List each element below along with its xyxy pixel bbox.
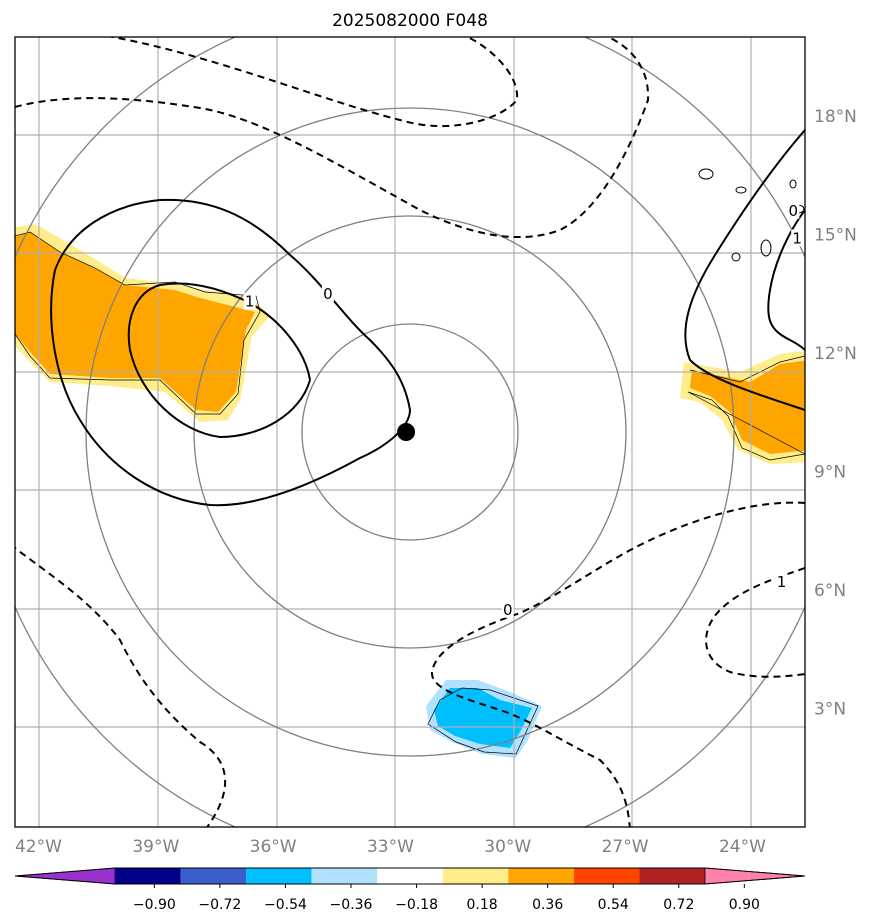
contour-label: 0 — [503, 601, 513, 619]
lon-tick-label: 27°W — [602, 837, 649, 857]
map-plot-area: 0 1 0 1 0 1 — [15, 37, 805, 827]
colorbar-tick-label: −0.36 — [330, 897, 373, 913]
colorbar-tick-label: 0.54 — [598, 897, 629, 913]
contour-label-bg — [501, 600, 514, 618]
colorbar-segment — [311, 868, 378, 884]
solid-contour-zero-east — [684, 129, 805, 411]
colorbar-segment — [639, 868, 705, 884]
colorbar-segment — [508, 868, 574, 884]
contour-label-bg — [791, 229, 804, 247]
contour-label: 1 — [792, 229, 802, 247]
colorbar-segment — [573, 868, 640, 884]
colorbar-segment — [14, 867, 116, 885]
colorbar-tick-label: −0.72 — [198, 897, 241, 913]
lat-tick-label: 18°N — [814, 107, 857, 127]
contour-label-bg — [321, 284, 334, 302]
positive-anomaly-east — [690, 360, 805, 454]
colorbar-segment — [704, 867, 806, 885]
dashed-contour-south-east — [15, 547, 227, 827]
contour-label: 0 — [788, 202, 798, 220]
lat-tick-label: 12°N — [814, 344, 857, 364]
dashed-contour-zero — [430, 501, 805, 827]
dashed-contours — [15, 37, 805, 827]
colorbar-tick-label: 0.18 — [467, 897, 498, 913]
colorbar-segment — [115, 868, 181, 884]
colorbar-tick-label: −0.54 — [264, 897, 307, 913]
colorbar-tick-label: 0.36 — [532, 897, 563, 913]
dashed-contour-north-a — [106, 37, 519, 128]
lat-tick-label: 3°N — [814, 700, 846, 720]
dashed-contour-north-b — [15, 37, 650, 239]
colorbar-segment — [180, 868, 247, 884]
colorbar-segment — [442, 868, 509, 884]
lat-tick-label: 9°N — [814, 463, 846, 483]
lon-tick-label: 24°W — [719, 837, 766, 857]
colorbar-tick-label: −0.18 — [395, 897, 438, 913]
colorbar-segment — [246, 868, 312, 884]
contour-label-bg — [243, 292, 256, 310]
lon-tick-label: 36°W — [250, 837, 297, 857]
colorbar-outline — [14, 867, 806, 885]
solid-contour-one-west — [127, 282, 311, 439]
lon-tick-label: 33°W — [367, 837, 414, 857]
lat-tick-label: 6°N — [814, 581, 846, 601]
negative-anomaly — [434, 688, 532, 748]
contour-label: 1 — [777, 573, 787, 591]
latitude-labels: 18°N 15°N 12°N 9°N 6°N 3°N — [814, 107, 857, 720]
contour-label-bg — [775, 573, 788, 591]
lon-tick-label: 39°W — [132, 837, 179, 857]
graticule — [15, 37, 805, 827]
shading-outline-south — [427, 687, 539, 755]
contour-label-group: 0 1 0 1 0 1 — [243, 201, 804, 619]
lon-tick-label: 42°W — [15, 837, 62, 857]
lat-tick-label: 15°N — [814, 226, 857, 246]
colorbar-segment — [377, 868, 443, 884]
dashed-contour-one — [705, 567, 805, 678]
colorbar-tick-label: 0.90 — [729, 897, 760, 913]
solid-contour-one-east — [767, 209, 805, 351]
storm-center-marker — [397, 423, 416, 441]
longitude-labels: 42°W 39°W 36°W 33°W 30°W 27°W 24°W — [15, 837, 766, 857]
contour-label: 0 — [323, 285, 333, 303]
contour-label-bg — [787, 201, 800, 219]
range-rings — [15, 37, 805, 827]
map-title: 2025082000 F048 — [332, 11, 488, 31]
map-frame — [14, 36, 806, 828]
colorbar-tick-label: 0.72 — [663, 897, 694, 913]
contour-label: 1 — [245, 293, 255, 311]
shading-outline-west — [15, 231, 261, 415]
colorbar: −0.90 −0.72 −0.54 −0.36 −0.18 0.18 0.36 0.54 0.7… — [14, 867, 806, 913]
positive-anomaly-west — [15, 232, 255, 412]
lon-tick-label: 30°W — [484, 837, 531, 857]
colorbar-tick-label: −0.90 — [133, 897, 176, 913]
